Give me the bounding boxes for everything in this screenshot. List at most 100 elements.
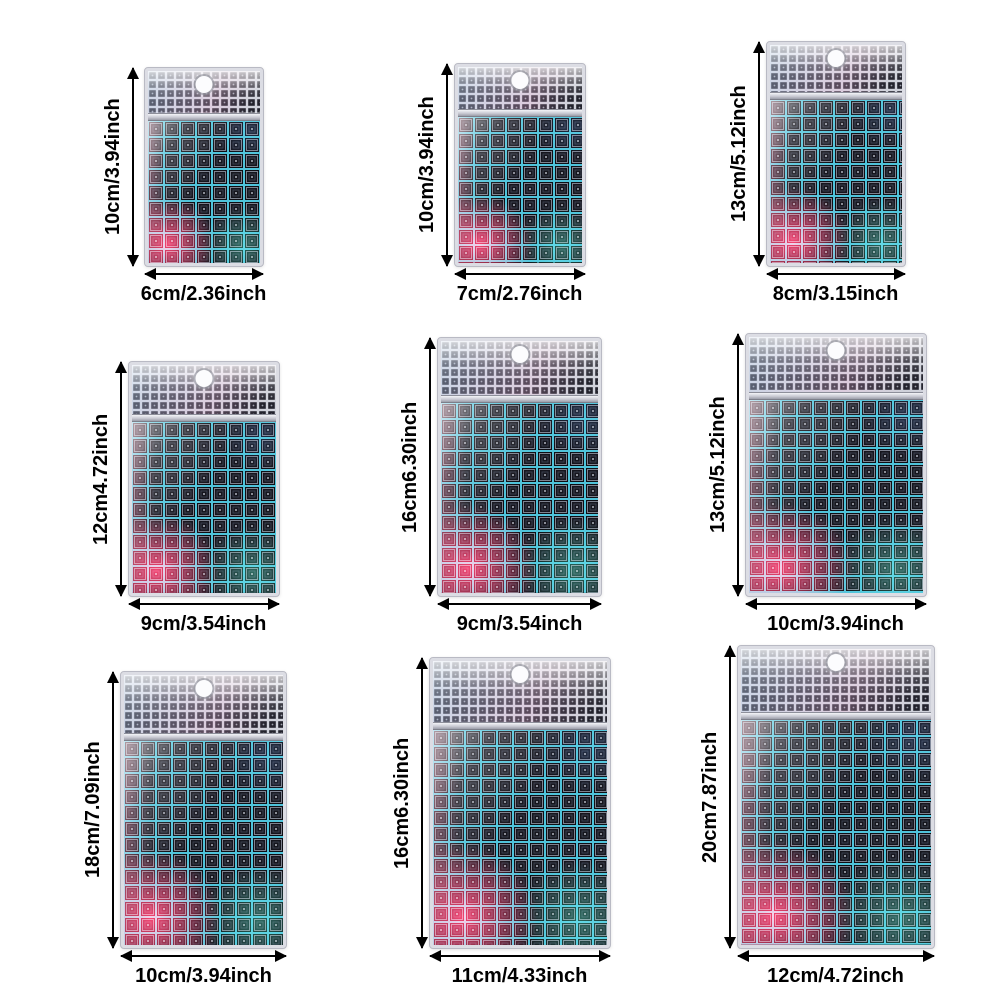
height-label: 16cm6.30inch: [399, 401, 421, 533]
holographic-bag-image: [127, 361, 280, 597]
width-label: 10cm/3.94inch: [767, 613, 904, 635]
height-arrow-icon: [752, 41, 765, 267]
height-arrow-icon: [126, 67, 139, 267]
holographic-glow: [432, 729, 607, 945]
holographic-bag-image: [744, 333, 927, 597]
width-label: 7cm/2.76inch: [456, 283, 583, 305]
bag-top-seal: [432, 661, 607, 722]
bag-size-cell: 12cm4.72inch 9cm/3.54inch: [89, 361, 280, 636]
bag-top-seal: [131, 365, 276, 415]
bag-size-cell: 16cm6.30inch 9cm/3.54inch: [399, 337, 602, 636]
width-arrow-icon: [765, 268, 906, 280]
bag-size-cell: 10cm/3.94inch 7cm/2.76inch: [415, 63, 586, 306]
bag-top-seal: [147, 71, 260, 113]
height-label: 13cm/5.12inch: [706, 396, 729, 534]
bag-body: [131, 422, 276, 593]
bag-body: [124, 740, 283, 945]
width-label: 11cm/4.33inch: [451, 965, 588, 987]
holographic-glow: [124, 740, 283, 945]
height-label: 20cm7.87inch: [698, 731, 721, 863]
height-arrow-icon: [114, 361, 127, 597]
height-arrow-icon: [723, 645, 736, 949]
zip-seal: [432, 721, 607, 730]
width-arrow-icon: [453, 268, 586, 280]
hang-hole-icon: [827, 654, 844, 671]
height-label: 10cm/3.94inch: [415, 96, 438, 234]
width-arrow-icon: [437, 598, 602, 610]
bag-body: [147, 120, 260, 263]
bag-size-cell: 18cm/7.09inch 10cm/3.94inch: [82, 671, 287, 988]
zip-seal: [748, 392, 923, 401]
bag-body: [748, 400, 923, 593]
bag-size-cell: 13cm/5.12inch 8cm/3.15inch: [727, 41, 906, 306]
height-label: 16cm6.30inch: [390, 737, 413, 869]
holographic-glow: [769, 100, 902, 263]
holographic-bag-image: [453, 63, 586, 267]
width-label: 8cm/3.15inch: [772, 283, 899, 305]
width-arrow-icon: [736, 950, 935, 962]
height-arrow-icon: [107, 671, 119, 949]
holographic-bag-image: [120, 671, 287, 949]
holographic-bag-image: [143, 67, 264, 267]
width-label: 12cm/4.72inch: [767, 965, 904, 987]
bag-body: [457, 117, 582, 263]
zip-seal: [147, 112, 260, 121]
bag-top-seal: [124, 675, 283, 733]
holographic-glow: [441, 403, 598, 593]
height-label: 12cm4.72inch: [89, 413, 112, 545]
width-label: 9cm/3.54inch: [456, 613, 583, 635]
width-arrow-icon: [428, 950, 611, 962]
zip-seal: [131, 414, 276, 423]
height-label: 18cm/7.09inch: [82, 741, 104, 879]
bag-body: [441, 403, 598, 593]
holographic-bag-image: [736, 645, 935, 949]
bag-body: [740, 720, 931, 945]
holographic-glow: [147, 120, 260, 263]
width-label: 6cm/2.36inch: [140, 283, 267, 305]
bag-body: [769, 100, 902, 263]
height-label: 13cm/5.12inch: [727, 85, 750, 223]
hang-hole-icon: [511, 346, 528, 363]
bag-size-cell: 13cm/5.12inch 10cm/3.94inch: [706, 333, 927, 636]
holographic-glow: [748, 400, 923, 593]
hang-hole-icon: [511, 72, 528, 89]
hang-hole-icon: [827, 50, 844, 67]
hang-hole-icon: [195, 76, 212, 93]
bag-top-seal: [769, 45, 902, 93]
height-arrow-icon: [731, 333, 744, 597]
width-label: 9cm/3.54inch: [140, 613, 267, 635]
hang-hole-icon: [511, 666, 528, 683]
holographic-bag-image: [437, 337, 602, 597]
bag-top-seal: [457, 67, 582, 110]
hang-hole-icon: [195, 680, 212, 697]
zip-seal: [124, 732, 283, 741]
holographic-glow: [740, 720, 931, 945]
zip-seal: [740, 712, 931, 721]
height-arrow-icon: [424, 337, 436, 597]
zip-seal: [441, 395, 598, 404]
holographic-bag-image: [765, 41, 906, 267]
holographic-glow: [457, 117, 582, 263]
width-arrow-icon: [120, 950, 287, 962]
bag-top-seal: [441, 341, 598, 396]
hang-hole-icon: [827, 342, 844, 359]
zip-seal: [769, 92, 902, 101]
bag-size-cell: 20cm7.87inch 12cm/4.72inch: [698, 645, 935, 988]
bag-top-seal: [740, 649, 931, 713]
bag-size-cell: 16cm6.30inch 11cm/4.33inch: [390, 657, 611, 988]
bag-top-seal: [748, 337, 923, 393]
height-arrow-icon: [440, 63, 453, 267]
zip-seal: [457, 109, 582, 118]
hang-hole-icon: [195, 370, 212, 387]
height-arrow-icon: [415, 657, 428, 949]
width-arrow-icon: [127, 598, 280, 610]
width-arrow-icon: [143, 268, 264, 280]
bag-body: [432, 729, 607, 945]
holographic-glow: [131, 422, 276, 593]
bag-size-cell: 10cm/3.94inch 6cm/2.36inch: [101, 67, 267, 306]
width-label: 10cm/3.94inch: [135, 965, 272, 987]
height-label: 10cm/3.94inch: [101, 98, 124, 236]
width-arrow-icon: [744, 598, 927, 610]
holographic-bag-image: [428, 657, 611, 949]
